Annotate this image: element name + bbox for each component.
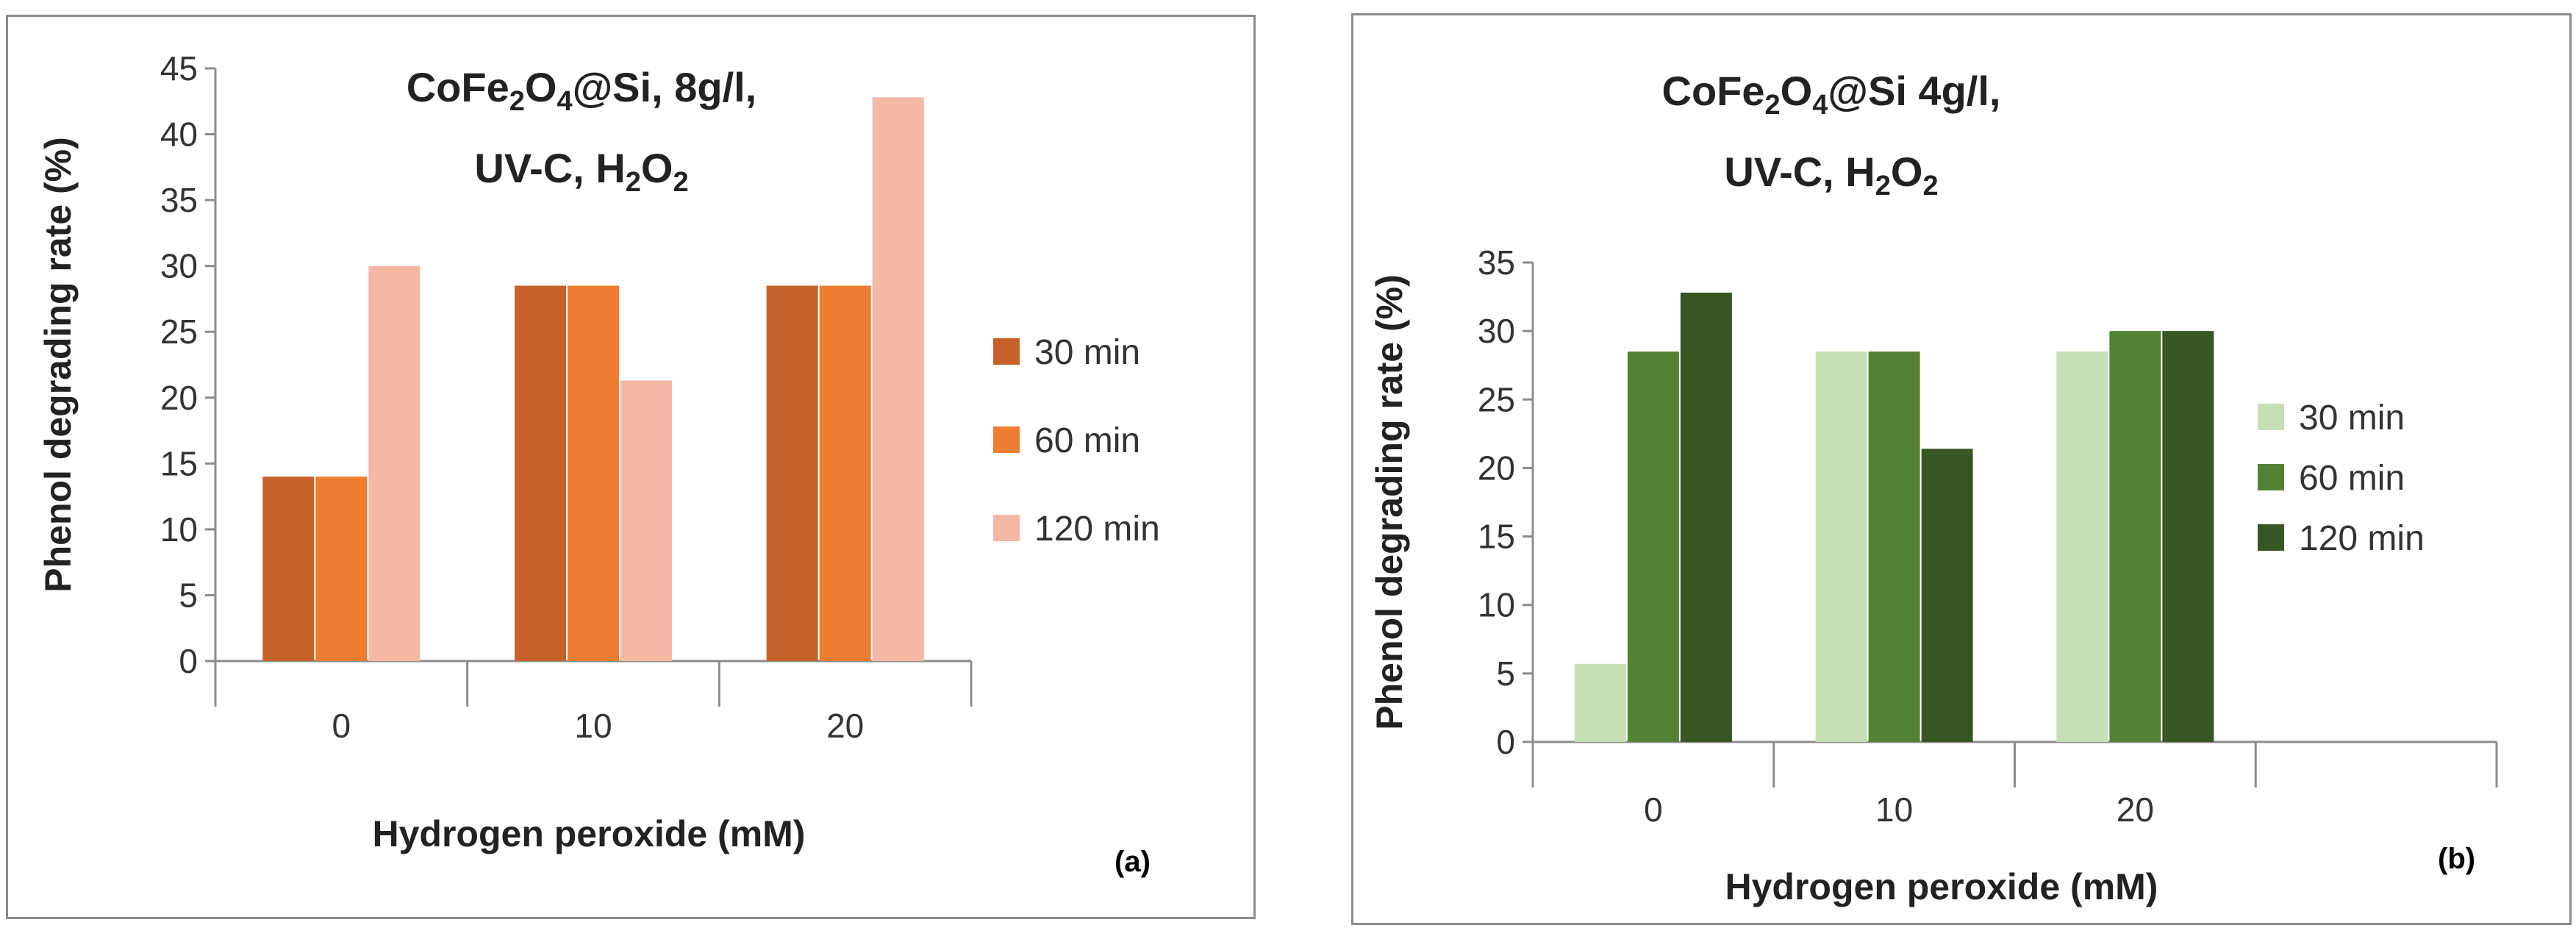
chart-a-bar	[368, 265, 421, 662]
chart-a-bar	[620, 380, 672, 661]
chart-a-legend-swatch	[993, 515, 1020, 541]
chart-a-bar	[568, 285, 619, 661]
chart-b-bar	[2056, 351, 2108, 743]
chart-b-bar	[1627, 351, 1679, 743]
chart-b-legend-label: 60 min	[2299, 459, 2405, 498]
chart-a-x-tick-label: 20	[826, 707, 864, 745]
chart-b-y-tick-label: 25	[1478, 380, 1515, 418]
chart-a-legend-label: 60 min	[1034, 421, 1140, 460]
chart-a-legend-label: 30 min	[1034, 333, 1140, 372]
chart-b-legend-swatch	[2258, 464, 2284, 490]
chart-a-bar	[872, 97, 924, 662]
chart-b-canvas: 0 5 10 15 20 25 30 35 0 10 20 CoFe2O4@Si 4g/l, UV-C,…	[1369, 68, 2498, 907]
chart-a-y-axis-title: Phenol degrading rate (%)	[37, 137, 79, 593]
chart-a-legend-swatch	[993, 338, 1020, 365]
chart-a-title-line: CoFe2O4@Si, 8g/l,	[407, 64, 757, 117]
chart-b-y-tick-label: 0	[1496, 723, 1515, 761]
chart-b-x-tick-label: 20	[2117, 790, 2154, 829]
chart-panel-b: 0 5 10 15 20 25 30 35 0 10 20 CoFe2O4@Si 4g/l, UV-C,…	[1351, 13, 2572, 925]
chart-a-y-tick-label: 35	[160, 181, 198, 219]
chart-a-y-tick-label: 0	[179, 642, 198, 680]
chart-a-y-tick-label: 25	[160, 313, 198, 351]
chart-a-y-tick-label: 40	[160, 115, 198, 154]
chart-a-y-tick-label: 10	[160, 510, 198, 549]
chart-b-bar	[1868, 351, 1920, 743]
chart-b-bar	[1921, 449, 1973, 742]
chart-b-bar	[1815, 351, 1867, 743]
chart-b-legend-swatch	[2258, 524, 2284, 551]
chart-b-y-axis-title: Phenol degrading rate (%)	[1369, 274, 1410, 730]
chart-a-x-tick-label: 0	[332, 707, 351, 745]
chart-b-y-tick-label: 20	[1478, 449, 1515, 487]
chart-b-bar	[1574, 663, 1626, 742]
chart-a-canvas: 0 5 10 15 20 25 30 35 40 45 0 10 20 CoFe2O4@Si, 8g/l,…	[37, 49, 1160, 878]
chart-b-title-line: CoFe2O4@Si 4g/l,	[1662, 68, 2001, 121]
chart-a-bar	[262, 476, 315, 661]
chart-b-bar	[2162, 331, 2214, 743]
chart-b-y-tick-label: 10	[1478, 586, 1515, 624]
chart-a-x-axis-title: Hydrogen peroxide (mM)	[373, 813, 806, 854]
chart-b-title-line: UV-C, H2O2	[1724, 149, 1938, 201]
chart-b-y-tick-label: 30	[1478, 312, 1515, 350]
chart-b-y-tick-label: 15	[1478, 518, 1515, 556]
chart-a-bar	[819, 285, 871, 661]
chart-a-panel-tag: (a)	[1115, 846, 1151, 878]
chart-a-y-tick-label: 45	[160, 49, 198, 88]
chart-b-legend-swatch	[2258, 404, 2284, 430]
chart-b-bar	[2109, 331, 2161, 743]
chart-b-x-axis-title: Hydrogen peroxide (mM)	[1725, 866, 2158, 907]
chart-a-bar	[515, 285, 566, 661]
chart-a-y-tick-label: 15	[160, 444, 198, 482]
chart-a-x-tick-label: 10	[574, 707, 612, 745]
chart-a-y-tick-label: 20	[160, 379, 198, 417]
chart-b-y-tick-label: 35	[1478, 243, 1515, 282]
chart-a-bar	[766, 285, 818, 661]
chart-a-y-tick-label: 5	[179, 576, 198, 614]
chart-b-legend-label: 30 min	[2299, 399, 2405, 438]
chart-b-x-tick-label: 10	[1875, 790, 1913, 829]
chart-panel-a: 0 5 10 15 20 25 30 35 40 45 0 10 20 CoFe2O4@Si, 8g/l,…	[6, 15, 1256, 919]
chart-a-title-line: UV-C, H2O2	[474, 145, 688, 198]
chart-b-x-tick-label: 0	[1644, 790, 1663, 829]
chart-a-bar	[315, 476, 368, 661]
chart-a-legend-swatch	[993, 426, 1020, 453]
chart-a-legend-label: 120 min	[1034, 510, 1160, 549]
chart-b-bar	[1680, 292, 1732, 742]
chart-b-legend-label: 120 min	[2299, 519, 2425, 558]
chart-b-panel-tag: (b)	[2438, 843, 2475, 875]
chart-b-y-tick-label: 5	[1496, 654, 1515, 693]
chart-a-y-tick-label: 30	[160, 247, 198, 285]
